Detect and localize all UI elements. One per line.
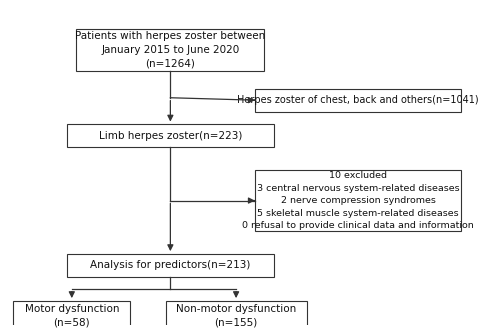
FancyBboxPatch shape (255, 89, 462, 112)
Text: Motor dysfunction
(n=58): Motor dysfunction (n=58) (24, 304, 119, 328)
Text: Analysis for predictors(n=213): Analysis for predictors(n=213) (90, 260, 250, 270)
FancyBboxPatch shape (67, 124, 274, 147)
Text: Non-motor dysfunction
(n=155): Non-motor dysfunction (n=155) (176, 304, 296, 328)
Text: 10 excluded
3 central nervous system-related diseases
2 nerve compression syndro: 10 excluded 3 central nervous system-rel… (242, 171, 474, 230)
FancyBboxPatch shape (76, 29, 264, 71)
Text: Patients with herpes zoster between
January 2015 to June 2020
(n=1264): Patients with herpes zoster between Janu… (76, 31, 266, 69)
FancyBboxPatch shape (255, 170, 462, 231)
Text: Limb herpes zoster(n=223): Limb herpes zoster(n=223) (98, 131, 242, 141)
Text: Herpes zoster of chest, back and others(n=1041): Herpes zoster of chest, back and others(… (238, 95, 479, 105)
FancyBboxPatch shape (67, 254, 274, 277)
FancyBboxPatch shape (13, 301, 130, 330)
FancyBboxPatch shape (166, 301, 306, 330)
